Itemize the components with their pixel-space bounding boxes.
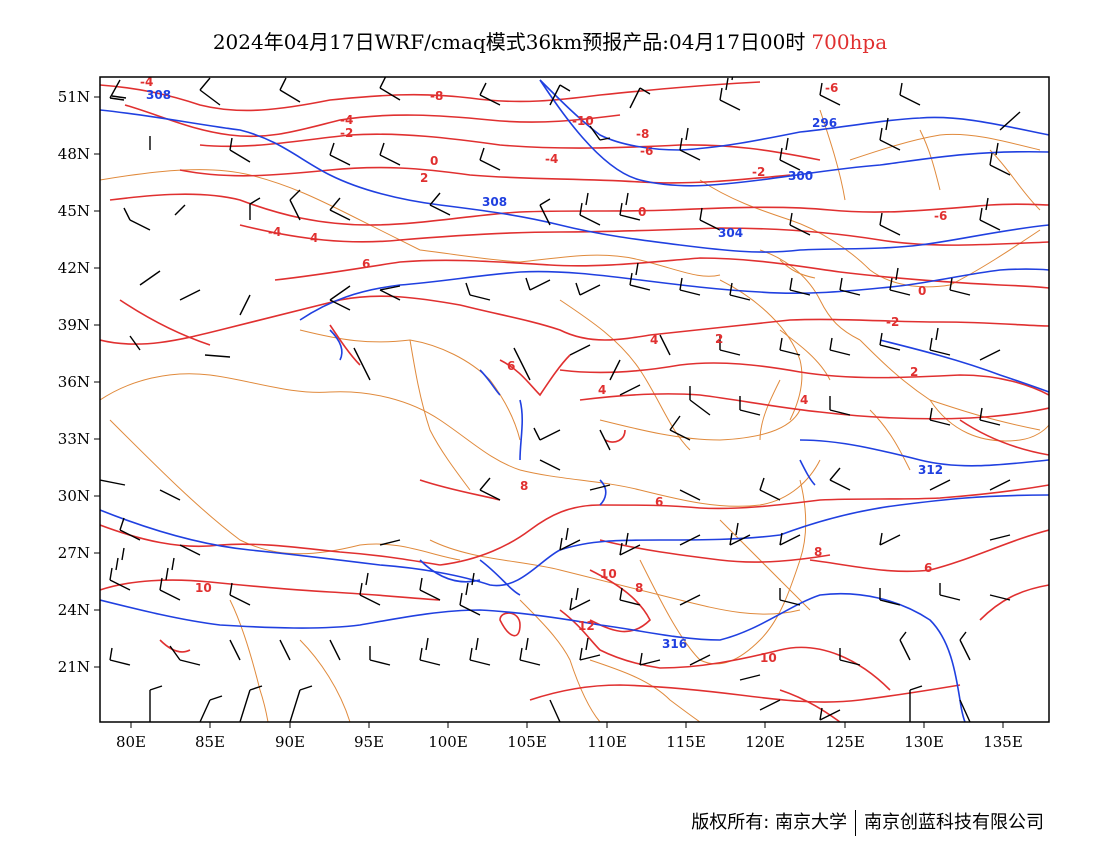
longitude-axis xyxy=(130,722,1004,728)
temp-label: 6 xyxy=(924,561,932,575)
temp-label: 0 xyxy=(638,205,646,219)
height-label: 316 xyxy=(662,637,687,651)
map-title: 2024年04月17日WRF/cmaq模式36km预报产品:04月17日00时 7… xyxy=(0,26,1100,55)
lon-label: 120E xyxy=(745,733,785,751)
wind-barbs xyxy=(100,77,1021,722)
temp-label: -6 xyxy=(825,81,838,95)
lon-label: 100E xyxy=(428,733,468,751)
lat-label: 30N xyxy=(58,487,90,505)
lat-label: 42N xyxy=(58,259,90,277)
lon-label: 130E xyxy=(904,733,944,751)
height-label: 308 xyxy=(482,195,507,209)
temp-label: 4 xyxy=(650,333,658,347)
temp-label: 10 xyxy=(600,567,617,581)
temp-label: 2 xyxy=(715,332,723,346)
height-label: 296 xyxy=(812,116,837,130)
temp-label: -6 xyxy=(934,209,947,223)
title-text: 2024年04月17日WRF/cmaq模式36km预报产品:04月17日00时 xyxy=(212,30,806,54)
lon-label: 105E xyxy=(507,733,547,751)
lat-label: 51N xyxy=(58,88,90,106)
temp-label: -2 xyxy=(752,165,765,179)
lon-label: 135E xyxy=(983,733,1023,751)
lat-label: 48N xyxy=(58,145,90,163)
height-label: 304 xyxy=(718,226,743,240)
temp-label: 8 xyxy=(635,581,643,595)
lat-label: 24N xyxy=(58,601,90,619)
temp-label: 10 xyxy=(760,651,777,665)
temp-label: -4 xyxy=(340,113,353,127)
temp-label: 6 xyxy=(655,495,663,509)
temp-label: 4 xyxy=(310,231,318,245)
temp-label: 0 xyxy=(430,154,438,168)
longitude-labels: 80E 85E 90E 95E 100E 105E 110E 115E 120E… xyxy=(116,733,1023,751)
pressure-level: 700hpa xyxy=(811,30,888,54)
temp-label: 10 xyxy=(195,581,212,595)
temp-label: -2 xyxy=(340,126,353,140)
temp-label: 2 xyxy=(420,171,428,185)
temp-label: -6 xyxy=(640,144,653,158)
temp-label: 12 xyxy=(578,619,595,633)
height-label: 312 xyxy=(918,463,943,477)
lon-label: 90E xyxy=(275,733,305,751)
lon-label: 95E xyxy=(354,733,384,751)
temp-label: -2 xyxy=(886,315,899,329)
lat-label: 21N xyxy=(58,658,90,676)
lat-label: 36N xyxy=(58,373,90,391)
temp-label: 6 xyxy=(507,359,515,373)
lat-label: 33N xyxy=(58,430,90,448)
latitude-axis xyxy=(94,96,100,668)
height-contours xyxy=(100,79,1049,722)
temp-label: 8 xyxy=(814,545,822,559)
temp-label: -4 xyxy=(268,225,281,239)
lat-label: 45N xyxy=(58,202,90,220)
company-name: 南京创蓝科技有限公司 xyxy=(864,812,1044,833)
temp-label: -10 xyxy=(572,114,594,128)
height-label: 308 xyxy=(146,88,171,102)
temp-label: 6 xyxy=(362,257,370,271)
copyright-text: 版权所有: 南京大学 xyxy=(691,812,847,833)
height-labels: 308 296 300 304 308 312 316 xyxy=(146,88,943,651)
temperature-contours xyxy=(100,81,1049,722)
lon-label: 80E xyxy=(116,733,146,751)
footer: 版权所有: 南京大学 南京创蓝科技有限公司 xyxy=(691,808,1044,836)
temp-label: 8 xyxy=(520,479,528,493)
temp-label: 4 xyxy=(598,383,606,397)
lat-label: 39N xyxy=(58,316,90,334)
temp-label: 0 xyxy=(918,284,926,298)
lon-label: 115E xyxy=(666,733,706,751)
footer-divider xyxy=(855,810,856,836)
lat-label: 27N xyxy=(58,544,90,562)
temp-label: 4 xyxy=(800,393,808,407)
temp-label: -4 xyxy=(545,152,558,166)
lon-label: 125E xyxy=(825,733,865,751)
lon-label: 110E xyxy=(587,733,627,751)
temperature-labels: -4 -6 -8 -10 -4 -2 0 2 4 6 -8 -6 -4 -2 0… xyxy=(140,75,947,665)
temp-label: 2 xyxy=(910,365,918,379)
height-label: 300 xyxy=(788,169,813,183)
map-frame xyxy=(99,76,1050,723)
temp-label: -8 xyxy=(430,89,443,103)
lon-label: 85E xyxy=(195,733,225,751)
temp-label: -8 xyxy=(636,127,649,141)
latitude-labels: 51N 48N 45N 42N 39N 36N 33N 30N 27N 24N … xyxy=(58,88,90,676)
temp-label: -4 xyxy=(140,75,153,89)
boundary-lines xyxy=(100,109,1049,722)
